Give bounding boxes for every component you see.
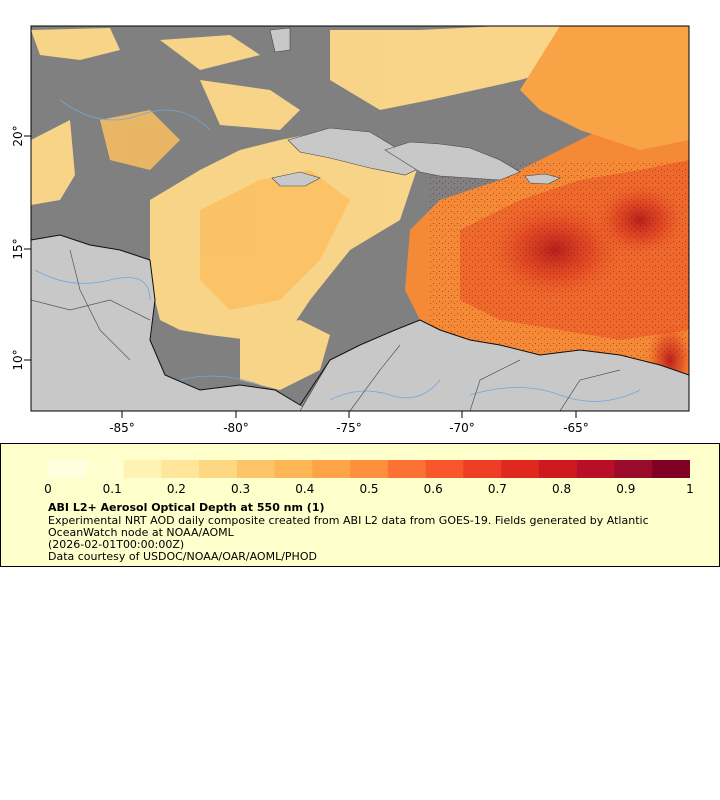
hispaniola-land [384,141,521,181]
legend-credit: Data courtesy of USDOC/NOAA/OAR/AOML/PHO… [48,550,317,563]
legend-title: ABI L2+ Aerosol Optical Depth at 550 nm … [48,501,325,514]
country-borders [31,249,621,411]
colorbar-tick-label: 0 [44,482,52,496]
aod-colorbar [48,460,690,478]
map-frame [30,25,690,412]
lon-label-65w: -65° [563,421,589,435]
colorbar-tick-label: 0.4 [295,482,315,496]
jamaica-land [271,171,321,187]
longitude-labels: -85° -80° -75° -70° -65° [109,421,589,435]
colorbar-swatch [425,460,464,478]
map-plot-area [31,26,689,411]
colorbar-swatch [161,460,200,478]
colorbar-tick-label: 0.3 [231,482,251,496]
longitude-ticks [121,411,577,418]
colorbar-tick-label: 1 [686,482,694,496]
colorbar-swatch [312,460,351,478]
bahamas-land [269,27,291,53]
colorbar-swatch [236,460,276,478]
colorbar-tick-label: 0.5 [359,482,379,496]
coastlines [31,234,689,406]
colorbar-swatch [652,460,690,478]
colorbar-tick-label: 0.7 [487,482,507,496]
aod-field-light-orange [100,110,350,310]
colorbar-swatch [274,460,313,478]
colorbar-swatch [123,460,162,478]
puerto-rico-land [524,173,561,185]
colorbar-tick-label: 0.2 [166,482,186,496]
land-masses [31,27,689,411]
colorbar-swatch [538,460,578,478]
colorbar-swatch [85,460,125,478]
lat-label-20n: 20° [11,125,25,146]
colorbar-tick-label: 0.6 [423,482,443,496]
colorbar-swatch [387,460,427,478]
cuba-land [287,127,421,176]
legend-time: (2026-02-01T00:00:00Z) [48,538,185,551]
colorbar-swatch [501,460,540,478]
lat-label-10n: 10° [11,349,25,370]
aod-map-figure: -85° -80° -75° -70° -65° 20° 15° 10° [11,25,690,435]
lon-label-80w: -80° [223,421,249,435]
lon-label-70w: -70° [449,421,475,435]
colorbar-swatch [463,460,502,478]
rivers [34,99,641,402]
legend-panel: 0 0.1 0.2 0.3 0.4 0.5 0.6 0.7 0.8 0.9 1 ABI L2+ Ae… [0,443,720,567]
colorbar-swatch [614,460,653,478]
colorbar-tick-label: 0.1 [102,482,122,496]
lon-label-85w: -85° [109,421,135,435]
latitude-ticks [24,135,31,361]
colorbar-swatch [576,460,615,478]
colorbar-tick-label: 0.8 [552,482,572,496]
colorbar-swatch [199,460,238,478]
legend-description: Experimental NRT AOD daily composite cre… [48,514,649,539]
lon-label-75w: -75° [336,421,362,435]
latitude-labels: 20° 15° 10° [11,125,25,370]
aod-field-high [405,26,689,411]
colorbar-swatch [48,460,87,478]
colorbar-swatch [350,460,389,478]
colorbar-tick-label: 0.9 [616,482,636,496]
lat-label-15n: 15° [11,238,25,259]
